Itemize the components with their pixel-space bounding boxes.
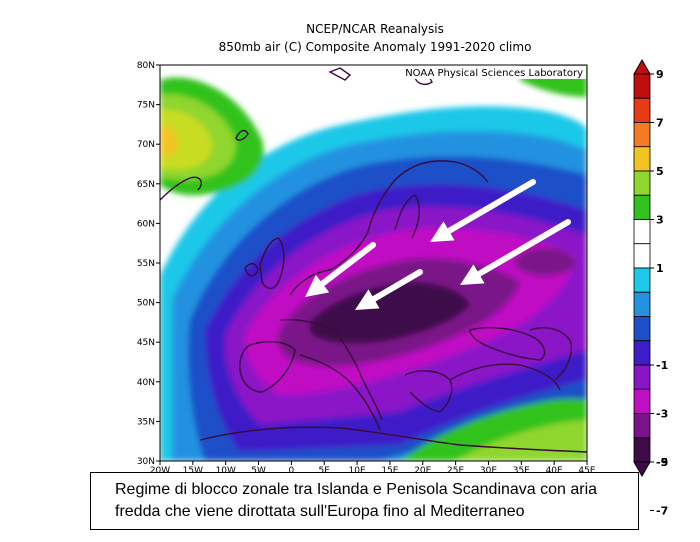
lat-label: 55N [137,259,155,269]
colorbar-swatch [633,170,651,196]
lon-label: 5W [251,466,266,476]
colorbar-swatch [633,340,651,366]
colorbar-top-arrow [633,58,651,75]
flow-arrow [430,179,536,242]
lat-label: 50N [137,299,155,309]
caption-box: Regime di blocco zonale tra Islanda e Pe… [90,472,639,530]
chart-title: NCEP/NCAR Reanalysis [306,22,444,36]
anomaly-field [160,65,587,461]
chart-subtitle: 850mb air (C) Composite Anomaly 1991-202… [218,40,532,54]
lon-label: 15E [381,466,398,476]
lon-label: 35E [513,466,530,476]
flow-arrow [305,242,376,297]
colorbar-swatch [633,388,651,414]
lat-label: 35N [137,417,155,427]
colorbar-bottom-arrow [633,461,651,478]
lon-label: 10W [216,466,236,476]
airflow-arrows [305,179,571,310]
lat-label: 45N [137,338,155,348]
flow-arrow [355,269,423,310]
colorbar: 9 7 5 3 1 -1 -3 -5 -7 -9 [633,58,668,518]
lon-label: 45E [578,466,595,476]
colorbar-label: -5 [656,456,668,469]
lon-label: 20E [414,466,431,476]
lat-label: 75N [137,101,155,111]
lon-label: 5E [319,466,331,476]
caption-line-1: Regime di blocco zonale tra Islanda e Pe… [115,481,598,498]
lon-label: 30E [480,466,497,476]
lat-label: 30N [137,457,155,467]
lat-label: 65N [137,180,155,190]
colorbar-swatch [633,219,651,245]
colorbar-swatch [633,194,651,220]
lat-label: 80N [137,61,155,71]
lon-label: 20W [150,466,170,476]
colorbar-label: -7 [656,505,668,518]
credit-label: NOAA Physical Sciences Laboratory [405,68,583,79]
lat-label: 40N [137,378,155,388]
colorbar-label: 5 [656,165,664,178]
colorbar-swatch [633,364,651,390]
colorbar-swatch [633,413,651,439]
lon-label: 15W [183,466,203,476]
colorbar-swatch [633,316,651,342]
colorbar-swatch [633,97,651,123]
colorbar-swatch [633,291,651,317]
colorbar-swatch [633,146,651,172]
colorbar-label: -9 [656,456,668,469]
colorbar-label: -3 [656,408,668,421]
latitude-labels: 80N 75N 70N 65N 60N 55N 50N 45N 40N 35N 30N [137,61,160,467]
colorbar-swatch [633,437,651,463]
colorbar-label: 3 [656,214,664,227]
colorbar-label: 9 [656,68,664,81]
credit-box [366,66,586,79]
colorbar-swatch [633,243,651,269]
colorbar-label: -1 [656,359,668,372]
colorbar-swatch [633,267,651,293]
lon-label: 10E [349,466,366,476]
colorbar-swatch [633,73,651,99]
caption-line-2: fredda che viene dirottata sull'Europa f… [115,503,525,520]
lon-label: 40E [546,466,563,476]
lat-label: 60N [137,219,155,229]
lon-label: 0 [289,466,295,476]
flow-arrow [460,219,571,285]
longitude-labels: 20W 15W 10W 5W 0 5E 10E 15E 20E 25E 30E 35E 40E 45E [150,461,596,476]
colorbar-label: 7 [656,117,664,130]
lon-label: 25E [447,466,464,476]
lat-label: 70N [137,140,155,150]
colorbar-swatch [633,122,651,148]
colorbar-label: 1 [656,262,664,275]
